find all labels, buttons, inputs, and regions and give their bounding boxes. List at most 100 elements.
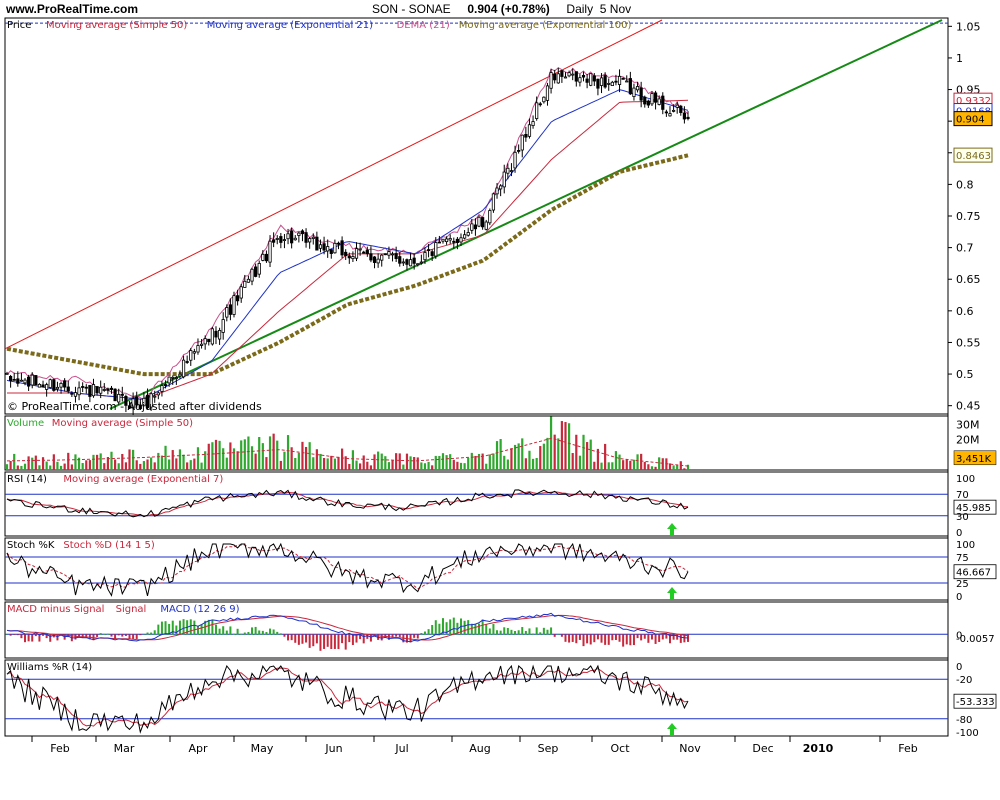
volume-bar [413,457,416,470]
volume-bar [49,465,52,470]
candle-body [571,73,575,76]
candle-body [639,87,643,101]
candle-body [207,338,211,343]
macd-hist-bar [582,634,585,647]
candle-body [12,378,16,381]
volume-bar [52,454,55,470]
macd-hist-bar [351,634,354,645]
macd-hist-bar [85,634,88,637]
volume-bar [113,459,117,470]
stoch-line [6,542,689,597]
x-axis-label: Nov [679,742,701,755]
candle-body [596,78,600,89]
price-tick-label: 1.05 [956,20,981,33]
candle-body [520,134,524,151]
volume-bar [625,459,628,470]
candle-body [16,378,20,384]
volume-bar [236,451,239,470]
macd-hist-bar [665,634,668,639]
macd-hist-bar [139,634,142,636]
ema21-line [6,89,689,400]
macd-hist-bar [474,624,477,635]
x-axis-label: Jun [324,742,342,755]
volume-bar [67,452,70,470]
signal-arrow-0 [667,523,677,535]
candle-body [610,81,614,87]
candle-body [585,78,589,83]
candle-body [340,240,344,256]
candle-body [77,387,81,396]
candle-body [91,384,96,397]
volume-bar [510,448,513,470]
candle-body [48,379,52,388]
candle-body [181,359,186,378]
volume-bar [297,452,300,470]
macd-hist-bar [301,634,304,644]
williams-tick-label: -53.333 [956,697,995,708]
candle-body [398,256,402,264]
candle-body [117,393,121,403]
candle-body [635,86,640,91]
macd-hist-bar [344,634,347,650]
volume-bar [85,460,88,470]
volume-bar [423,463,427,470]
candle-body [567,72,571,77]
volume-bar [427,461,430,470]
volume-bar [575,434,578,470]
macd-hist-bar [492,624,495,635]
volume-bar [431,465,434,470]
volume-bar [110,451,113,470]
volume-bar [571,453,574,470]
macd-hist-bar [679,634,682,643]
macd-hist-bar [510,629,513,635]
candle-body [297,232,301,236]
x-axis-label: 2010 [803,742,834,755]
candle-body [282,239,287,241]
price-tick-label: 0.6 [956,305,974,318]
macd-hist-bar [319,634,322,651]
candle-body [430,251,434,256]
rsi-value-box [953,499,997,515]
macd-hist-bar [247,632,250,635]
macd-hist-bar [153,630,156,635]
legend-price-3: DEMA (21) [397,20,450,31]
volume-bar [377,451,380,470]
macd-hist-bar [326,634,329,647]
candle-body [59,382,63,388]
macd-hist-bar [434,620,437,635]
candle-body [63,380,67,388]
macd-hist-bar [596,634,599,640]
macd-hist-bar [586,634,589,644]
macd-hist-bar [441,618,444,635]
candle-body [275,238,279,240]
candle-body [408,259,413,267]
volume-bar [607,462,610,470]
candle-body [308,238,312,243]
candle-body [27,376,31,387]
macd-hist-bar [362,634,365,644]
volume-bar [308,442,311,470]
volume-bar [503,455,506,470]
volume-bar [340,448,344,470]
volume-bar [301,441,304,470]
candle-body [679,105,683,113]
dema-line [6,67,689,401]
x-axis-label: Dec [752,742,773,755]
candle-body [369,253,373,261]
candle-body [66,386,70,392]
volume-bar [41,457,45,470]
volume-bar [337,456,340,470]
macd-hist-bar [618,634,621,642]
macd-hist-bar [636,634,639,639]
volume-bar [632,459,636,470]
candle-body [380,254,384,261]
volume-bar [142,461,146,470]
candle-body [171,376,175,379]
candle-body [473,224,478,230]
volume-bar [683,468,686,470]
volume-bar [658,457,661,470]
x-axis-label: Feb [898,742,917,755]
macd-hist-bar [568,634,571,643]
macd-hist-bar [128,634,131,639]
candle-body [405,259,409,265]
